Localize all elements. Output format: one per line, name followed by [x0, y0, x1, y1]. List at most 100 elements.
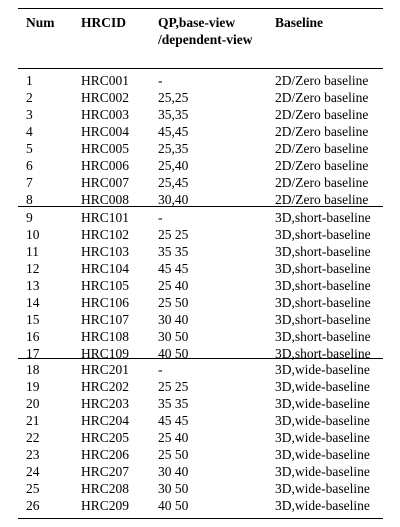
cell-num: 19 [26, 379, 40, 394]
cell-hrcid: HRC008 [81, 192, 130, 207]
cell-hrcid: HRC105 [81, 278, 130, 293]
cell-num: 26 [26, 498, 40, 513]
cell-hrcid: HRC202 [81, 379, 130, 394]
cell-num: 23 [26, 447, 40, 462]
cell-qp: 35 35 [158, 396, 189, 411]
cell-hrcid: HRC101 [81, 210, 130, 225]
cell-num: 18 [26, 362, 40, 377]
cell-num: 21 [26, 413, 40, 428]
cell-num: 22 [26, 430, 40, 445]
cell-num: 16 [26, 329, 40, 344]
table-row: 7 HRC007 25,45 2D/Zero baseline [18, 174, 383, 191]
cell-qp: 40 50 [158, 346, 189, 361]
cell-qp: 45,45 [158, 124, 189, 139]
cell-hrcid: HRC005 [81, 141, 130, 156]
header-rule [18, 68, 383, 69]
table-row: 8 HRC008 30,40 2D/Zero baseline [18, 191, 383, 208]
cell-num: 25 [26, 481, 40, 496]
cell-hrcid: HRC007 [81, 175, 130, 190]
cell-num: 15 [26, 312, 40, 327]
table-row: 6 HRC006 25,40 2D/Zero baseline [18, 157, 383, 174]
cell-qp: 35,35 [158, 107, 189, 122]
cell-baseline: 3D,wide-baseline [275, 396, 370, 411]
header-num: Num [26, 15, 55, 30]
cell-hrcid: HRC106 [81, 295, 130, 310]
cell-qp: 25,35 [158, 141, 189, 156]
cell-hrcid: HRC002 [81, 90, 130, 105]
table-row: 26 HRC209 40 50 3D,wide-baseline [18, 497, 383, 514]
table-row: 9 HRC101 - 3D,short-baseline [18, 209, 383, 226]
cell-num: 9 [26, 210, 33, 225]
cell-qp: 25,40 [158, 158, 189, 173]
bottom-rule [18, 518, 383, 519]
table-row: 18 HRC201 - 3D,wide-baseline [18, 361, 383, 378]
table-row: 3 HRC003 35,35 2D/Zero baseline [18, 106, 383, 123]
cell-baseline: 3D,wide-baseline [275, 413, 370, 428]
cell-num: 8 [26, 192, 33, 207]
cell-hrcid: HRC006 [81, 158, 130, 173]
cell-qp: 25 40 [158, 430, 189, 445]
cell-baseline: 3D,short-baseline [275, 329, 371, 344]
table-row: 22 HRC205 25 40 3D,wide-baseline [18, 429, 383, 446]
cell-qp: 25,45 [158, 175, 189, 190]
cell-hrcid: HRC203 [81, 396, 130, 411]
table-row: 16 HRC108 30 50 3D,short-baseline [18, 328, 383, 345]
cell-hrcid: HRC004 [81, 124, 130, 139]
cell-hrcid: HRC206 [81, 447, 130, 462]
cell-num: 12 [26, 261, 40, 276]
cell-baseline: 2D/Zero baseline [275, 90, 369, 105]
cell-baseline: 3D,short-baseline [275, 346, 371, 361]
header-baseline: Baseline [275, 15, 324, 30]
top-rule [18, 8, 383, 9]
cell-hrcid: HRC108 [81, 329, 130, 344]
cell-hrcid: HRC102 [81, 227, 130, 242]
cell-num: 24 [26, 464, 40, 479]
cell-baseline: 2D/Zero baseline [275, 73, 369, 88]
cell-num: 10 [26, 227, 40, 242]
cell-hrcid: HRC109 [81, 346, 130, 361]
cell-num: 4 [26, 124, 33, 139]
table-row: 19 HRC202 25 25 3D,wide-baseline [18, 378, 383, 395]
cell-num: 5 [26, 141, 33, 156]
table-row: 24 HRC207 30 40 3D,wide-baseline [18, 463, 383, 480]
cell-baseline: 3D,short-baseline [275, 244, 371, 259]
cell-qp: 30 40 [158, 312, 189, 327]
cell-num: 17 [26, 346, 40, 361]
table-row: 2 HRC002 25,25 2D/Zero baseline [18, 89, 383, 106]
cell-qp: 30,40 [158, 192, 189, 207]
table-row: 4 HRC004 45,45 2D/Zero baseline [18, 123, 383, 140]
cell-qp: 25 50 [158, 447, 189, 462]
cell-hrcid: HRC205 [81, 430, 130, 445]
table-row: 11 HRC103 35 35 3D,short-baseline [18, 243, 383, 260]
cell-baseline: 3D,wide-baseline [275, 447, 370, 462]
cell-num: 20 [26, 396, 40, 411]
cell-hrcid: HRC103 [81, 244, 130, 259]
cell-qp: - [158, 73, 163, 88]
cell-num: 6 [26, 158, 33, 173]
table-row: 15 HRC107 30 40 3D,short-baseline [18, 311, 383, 328]
cell-num: 14 [26, 295, 40, 310]
cell-qp: 30 50 [158, 481, 189, 496]
cell-baseline: 3D,wide-baseline [275, 379, 370, 394]
group-rule [18, 358, 383, 359]
cell-hrcid: HRC207 [81, 464, 130, 479]
cell-num: 3 [26, 107, 33, 122]
table-row: 13 HRC105 25 40 3D,short-baseline [18, 277, 383, 294]
cell-baseline: 2D/Zero baseline [275, 141, 369, 156]
table-row: 10 HRC102 25 25 3D,short-baseline [18, 226, 383, 243]
cell-qp: 30 40 [158, 464, 189, 479]
cell-num: 7 [26, 175, 33, 190]
cell-hrcid: HRC209 [81, 498, 130, 513]
cell-baseline: 3D,short-baseline [275, 278, 371, 293]
cell-qp: 40 50 [158, 498, 189, 513]
cell-baseline: 3D,short-baseline [275, 312, 371, 327]
cell-baseline: 3D,wide-baseline [275, 430, 370, 445]
cell-num: 11 [26, 244, 39, 259]
cell-num: 13 [26, 278, 40, 293]
cell-hrcid: HRC104 [81, 261, 130, 276]
cell-qp: 25 25 [158, 379, 189, 394]
cell-qp: 25 25 [158, 227, 189, 242]
cell-qp: - [158, 210, 163, 225]
header-hrcid: HRCID [81, 15, 127, 30]
cell-qp: 30 50 [158, 329, 189, 344]
